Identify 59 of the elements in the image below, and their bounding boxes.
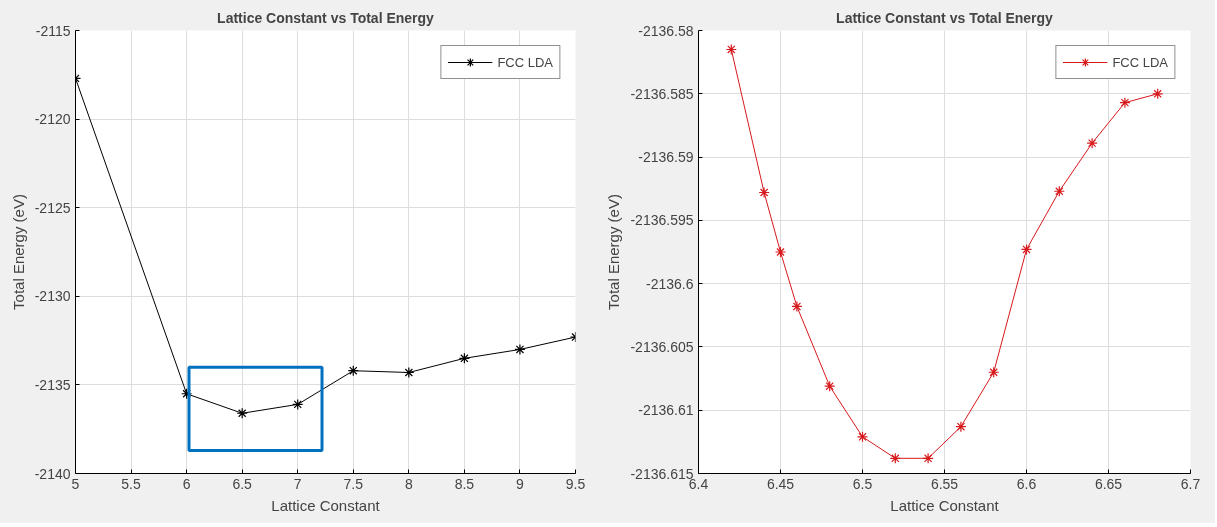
point bbox=[1053, 185, 1065, 197]
chart-title: Lattice Constant vs Total Energy bbox=[217, 9, 435, 26]
point bbox=[181, 388, 193, 400]
x-tick-label: 6.45 bbox=[766, 475, 795, 492]
x-tick-label: 9.5 bbox=[565, 475, 586, 492]
y-tick-label: -2140 bbox=[34, 465, 71, 482]
legend-label: FCC LDA bbox=[1112, 54, 1168, 70]
y-tick-label: -2136.605 bbox=[630, 338, 694, 355]
point bbox=[791, 300, 803, 313]
x-tick-label: 7 bbox=[293, 475, 302, 492]
y-tick-label: -2136.6 bbox=[646, 275, 694, 292]
x-tick-label: 6.55 bbox=[930, 475, 959, 492]
chart-title: Lattice Constant vs Total Energy bbox=[836, 9, 1054, 26]
x-axis-title: Lattice Constant bbox=[890, 496, 1000, 514]
x-tick-label: 8 bbox=[404, 475, 413, 492]
point bbox=[725, 43, 737, 56]
point bbox=[856, 431, 869, 443]
y-axis-title: Total Energy (eV) bbox=[9, 194, 27, 310]
point bbox=[1086, 137, 1098, 149]
x-tick-label: 5.5 bbox=[121, 475, 141, 492]
x-tick-label: 6.65 bbox=[1094, 475, 1123, 492]
y-tick-label: -2120 bbox=[34, 111, 71, 128]
y-tick-label: -2136.59 bbox=[638, 149, 694, 166]
y-tick-label: -2136.595 bbox=[630, 212, 694, 229]
point bbox=[236, 407, 248, 419]
x-tick-label: 6.6 bbox=[1016, 475, 1037, 492]
point bbox=[988, 366, 1000, 378]
point bbox=[955, 421, 967, 433]
point bbox=[514, 343, 526, 356]
point bbox=[403, 366, 415, 379]
point bbox=[889, 452, 901, 464]
y-tick-label: -2136.61 bbox=[638, 402, 694, 419]
y-tick-label: -2115 bbox=[35, 22, 71, 39]
point bbox=[1020, 243, 1033, 256]
y-tick-label: -2136.585 bbox=[630, 85, 694, 102]
y-tick-label: -2130 bbox=[34, 288, 71, 305]
point bbox=[758, 186, 770, 199]
x-tick-label: 6 bbox=[182, 475, 191, 492]
y-tick-label: -2136.58 bbox=[638, 22, 694, 39]
x-tick-label: 5 bbox=[71, 475, 80, 492]
x-tick-label: 9 bbox=[516, 475, 525, 492]
x-tick-label: 8.5 bbox=[454, 475, 475, 492]
point bbox=[922, 452, 934, 464]
point bbox=[347, 365, 359, 377]
x-tick-label: 6.5 bbox=[232, 475, 253, 492]
point bbox=[458, 352, 470, 364]
point bbox=[824, 380, 836, 392]
y-tick-label: -2125 bbox=[34, 199, 71, 216]
x-tick-label: 7.5 bbox=[343, 475, 364, 492]
y-axis-title: Total Energy (eV) bbox=[605, 194, 623, 310]
y-tick-label: -2135 bbox=[34, 376, 71, 393]
point bbox=[292, 398, 304, 410]
legend-label: FCC LDA bbox=[497, 54, 553, 70]
point bbox=[1119, 97, 1131, 109]
point bbox=[1152, 88, 1164, 100]
point bbox=[774, 246, 787, 258]
x-tick-label: 6.7 bbox=[1180, 475, 1201, 492]
x-axis-title: Lattice Constant bbox=[271, 496, 381, 514]
x-tick-label: 6.5 bbox=[852, 475, 873, 492]
